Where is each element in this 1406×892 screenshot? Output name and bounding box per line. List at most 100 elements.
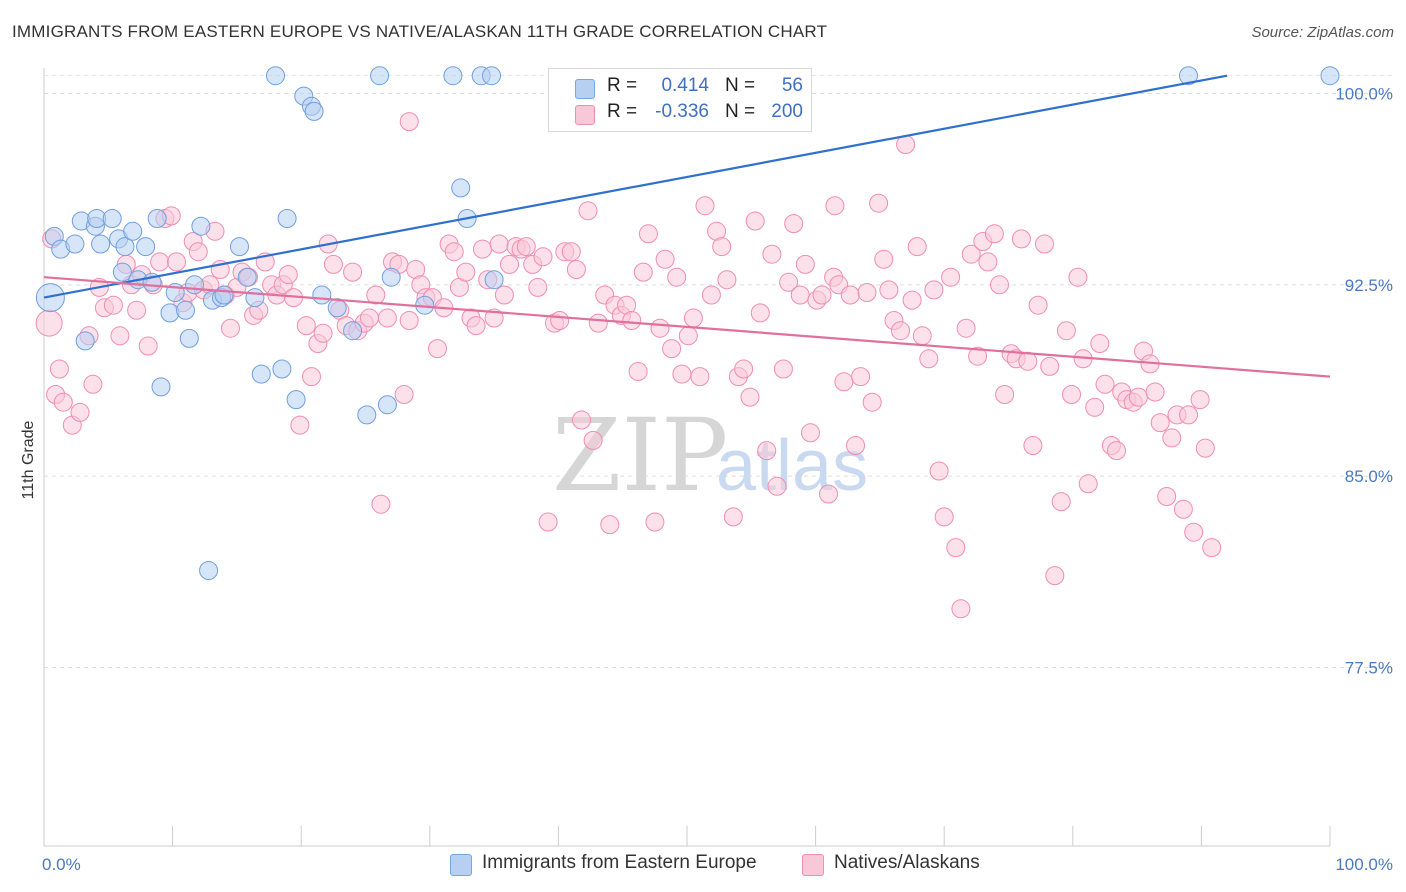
point-natives (929, 461, 949, 481)
legend-r-label: R = (607, 101, 638, 122)
point-natives (672, 364, 692, 384)
point-natives (790, 285, 810, 305)
point-natives (110, 326, 130, 346)
grid-lines (44, 75, 1394, 668)
point-natives (494, 285, 514, 305)
point-natives (35, 309, 63, 337)
watermark: ZIP atlas (552, 397, 868, 514)
point-immigrants (102, 209, 122, 228)
point-immigrants (266, 66, 285, 86)
point-natives (869, 193, 889, 213)
point-natives (984, 224, 1004, 244)
point-natives (1107, 441, 1126, 461)
point-natives (857, 283, 877, 302)
point-natives (1145, 382, 1165, 402)
point-natives (221, 318, 240, 338)
legend-swatch-blue (575, 79, 595, 99)
point-natives (717, 270, 737, 290)
point-immigrants (151, 377, 171, 397)
point-natives (819, 484, 838, 504)
point-natives (846, 436, 865, 455)
point-natives (1040, 356, 1060, 376)
point-natives (655, 249, 675, 269)
point-natives (533, 247, 553, 267)
point-immigrants (75, 331, 95, 351)
point-natives (1062, 385, 1081, 404)
point-immigrants (237, 267, 257, 287)
point-natives (812, 285, 832, 305)
legend-r-label: R = (607, 75, 638, 96)
point-natives (278, 265, 298, 285)
point-natives (296, 316, 316, 336)
point-natives (919, 349, 939, 369)
point-natives (103, 295, 123, 315)
bottom-legend-label: Immigrants from Eastern Europe (482, 852, 757, 873)
point-natives (323, 254, 343, 274)
point-natives (773, 359, 793, 379)
point-natives (978, 252, 998, 272)
point-natives (150, 252, 170, 272)
point-natives (528, 277, 548, 297)
point-natives (862, 392, 882, 412)
point-natives (572, 410, 591, 430)
point-natives (879, 280, 899, 300)
point-natives (825, 196, 845, 216)
point-natives (956, 318, 976, 338)
point-immigrants (482, 66, 501, 86)
point-immigrants (277, 209, 297, 228)
point-natives (740, 387, 760, 407)
source-note: Source: ZipAtlas.com (1251, 24, 1394, 41)
point-natives (444, 242, 464, 262)
point-natives (489, 234, 509, 254)
point-natives (1095, 374, 1115, 394)
point-natives (1068, 267, 1088, 287)
point-immigrants (327, 298, 347, 318)
point-natives (1179, 405, 1198, 425)
point-immigrants (484, 270, 504, 290)
point-natives (500, 254, 519, 274)
point-natives (1078, 474, 1098, 494)
point-natives (167, 252, 186, 272)
point-immigrants (272, 359, 292, 379)
point-natives (394, 385, 414, 404)
point-natives (924, 280, 944, 300)
point-natives (313, 323, 333, 343)
point-natives (941, 267, 961, 287)
point-natives (1011, 229, 1031, 249)
point-natives (934, 507, 954, 527)
legend-row-immigrants: R = 0.414 N = 56 (549, 75, 811, 101)
point-natives (53, 392, 73, 412)
point-immigrants (312, 285, 332, 305)
point-immigrants (230, 237, 249, 257)
point-natives (667, 267, 687, 287)
point-natives (561, 242, 581, 262)
point-natives (70, 402, 90, 422)
point-natives (1045, 566, 1065, 586)
point-natives (690, 367, 710, 387)
legend: R = 0.414 N = 56 R = -0.336 N = 200 (548, 68, 812, 132)
point-immigrants (1320, 66, 1340, 86)
legend-r-value: -0.336 (655, 101, 709, 122)
point-immigrants (343, 321, 363, 341)
point-immigrants (251, 364, 271, 384)
legend-n-value: 56 (781, 75, 803, 96)
point-natives (456, 262, 476, 282)
point-natives (359, 308, 379, 328)
point-immigrants (185, 275, 204, 295)
point-natives (650, 318, 670, 338)
point-natives (779, 272, 799, 292)
legend-n-value: 200 (771, 101, 803, 122)
y-tick-label: 92.5% (1345, 276, 1393, 295)
point-natives (516, 237, 536, 257)
point-natives (583, 430, 603, 450)
point-natives (1157, 487, 1177, 506)
point-immigrants (1179, 66, 1198, 86)
tick-labels: 77.5% 85.0% 92.5% 100.0% 0.0% 100.0% (42, 85, 1393, 874)
point-natives (83, 374, 103, 394)
y-tick-label: 100.0% (1335, 85, 1393, 104)
legend-n-label: N = (725, 75, 756, 96)
point-natives (1023, 436, 1043, 455)
point-natives (466, 316, 486, 336)
legend-n-label: N = (725, 101, 756, 122)
point-natives (767, 476, 787, 496)
